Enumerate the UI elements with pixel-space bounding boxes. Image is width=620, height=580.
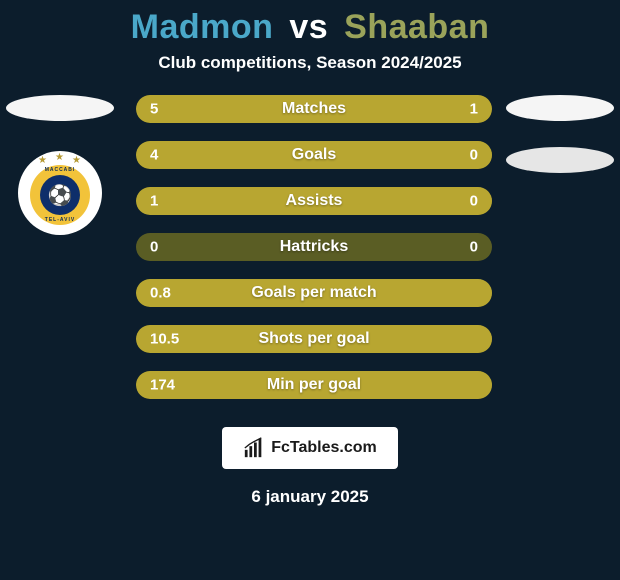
stat-bar: 174Min per goal (136, 371, 492, 399)
stat-label: Goals per match (136, 284, 492, 302)
star-icon: ★ (72, 155, 81, 166)
brand-name: FcTables.com (271, 439, 377, 457)
comparison-infographic: Madmon vs Shaaban Club competitions, Sea… (0, 0, 620, 580)
stat-bars: 51Matches 40Goals 10Assists 00Hattricks 0.8G… (136, 95, 492, 399)
crest-ring (30, 165, 90, 225)
stat-label: Min per goal (136, 376, 492, 394)
crest-text-top: MACCABI (30, 167, 90, 173)
stat-bar: 40Goals (136, 141, 492, 169)
stat-bar: 0.8Goals per match (136, 279, 492, 307)
crest-outer: MACCABI ⚽ TEL-AVIV (30, 165, 90, 225)
crest-circle: ★ ★ ★ MACCABI ⚽ TEL-AVIV (18, 151, 102, 235)
shadow-ellipse-left (6, 95, 114, 121)
subtitle: Club competitions, Season 2024/2025 (0, 53, 620, 73)
stat-label: Assists (136, 192, 492, 210)
stat-label: Goals (136, 146, 492, 164)
stat-bar: 10Assists (136, 187, 492, 215)
shadow-ellipse-right (506, 95, 614, 121)
brand-footer: FcTables.com (222, 427, 398, 469)
club-crest: ★ ★ ★ MACCABI ⚽ TEL-AVIV (18, 151, 102, 235)
comparison-stage: ★ ★ ★ MACCABI ⚽ TEL-AVIV 51Matches 40Goal… (0, 95, 620, 399)
stat-label: Hattricks (136, 238, 492, 256)
stat-bar: 00Hattricks (136, 233, 492, 261)
bar-chart-icon (243, 437, 265, 459)
crest-text-bottom: TEL-AVIV (30, 217, 90, 223)
stat-bar: 10.5Shots per goal (136, 325, 492, 353)
stat-label: Shots per goal (136, 330, 492, 348)
date: 6 january 2025 (0, 487, 620, 507)
stat-bar: 51Matches (136, 95, 492, 123)
player-1-name: Madmon (131, 8, 274, 46)
star-icon: ★ (55, 152, 64, 163)
stat-label: Matches (136, 100, 492, 118)
shadow-ellipse-right-2 (506, 147, 614, 173)
player-2-name: Shaaban (344, 8, 489, 46)
page-title: Madmon vs Shaaban (0, 8, 620, 47)
vs-separator: vs (289, 8, 328, 46)
star-icon: ★ (38, 155, 47, 166)
